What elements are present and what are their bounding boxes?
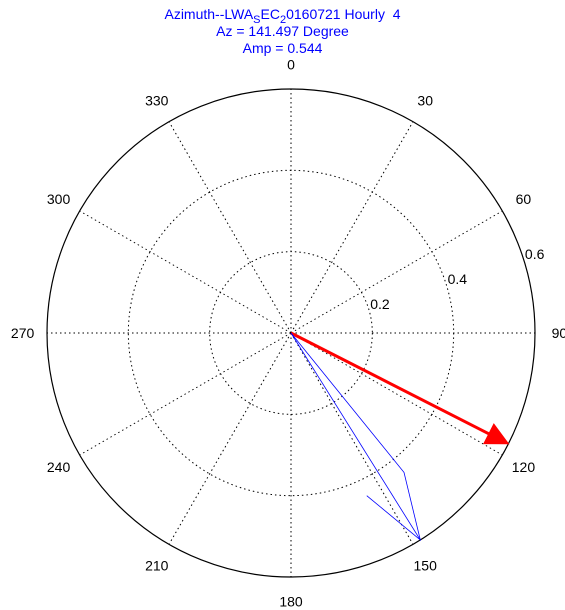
angle-tick-label-120: 120 <box>512 459 536 475</box>
angle-tick-label-60: 60 <box>516 191 532 207</box>
radial-gridline-0.4 <box>127 169 455 497</box>
angular-gridline-120 <box>290 332 503 456</box>
title-line-1-subscript-2: 2 <box>279 14 287 26</box>
angle-tick-label-180: 180 <box>279 593 303 609</box>
angular-gridline-210 <box>168 332 292 545</box>
title-line-1-suffix: 0160721 Hourly 4 <box>286 6 401 22</box>
angular-gridline-330 <box>168 121 292 334</box>
title-line-1-prefix: Azimuth--LWA <box>164 6 254 22</box>
radial-gridline-0.2 <box>209 251 373 415</box>
angle-tick-label-330: 330 <box>145 93 169 109</box>
arrow-head-1 <box>290 332 421 541</box>
outer-circle <box>46 88 536 578</box>
title-line-1-middle: EC <box>260 6 280 22</box>
angular-gridline-30 <box>290 121 414 334</box>
title-line-1-subscript-1: S <box>253 14 261 26</box>
angular-gridline-300 <box>79 210 292 334</box>
angle-tick-label-0: 0 <box>287 57 295 73</box>
angle-tick-label-210: 210 <box>145 557 169 573</box>
title-line-1: Azimuth--LWASEC20160721 Hourly 4 <box>0 6 565 26</box>
chart-title: Azimuth--LWASEC20160721 Hourly 4 Az = 14… <box>0 6 565 57</box>
angular-gridline-240 <box>79 332 292 456</box>
title-line-2: Az = 141.497 Degree <box>216 23 349 39</box>
radial-tick-label-0.4: 0.4 <box>448 271 468 287</box>
angular-gridline-150 <box>290 332 414 545</box>
radial-tick-label-0.6: 0.6 <box>525 246 545 262</box>
angle-tick-label-150: 150 <box>414 557 438 573</box>
angular-gridline-60 <box>290 210 503 334</box>
angle-tick-label-270: 270 <box>11 325 35 341</box>
angle-tick-label-30: 30 <box>417 93 433 109</box>
angle-tick-label-300: 300 <box>47 191 71 207</box>
title-line-3: Amp = 0.544 <box>242 40 323 56</box>
radial-tick-label-0.2: 0.2 <box>370 296 390 312</box>
arrow-head-0 <box>483 423 510 445</box>
arrow-shaft-1 <box>290 332 421 541</box>
angle-tick-label-90: 90 <box>552 325 565 341</box>
arrow-shaft-0 <box>290 331 490 436</box>
angle-tick-label-240: 240 <box>47 459 71 475</box>
